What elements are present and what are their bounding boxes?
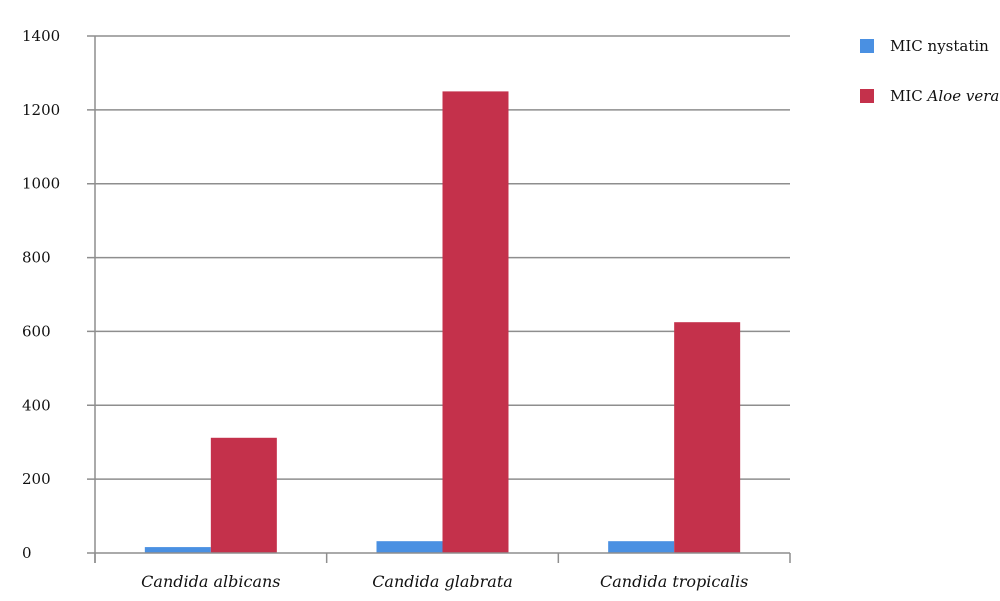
y-tick-label: 800 [22,249,51,267]
gridlines [87,35,790,480]
axes [87,36,791,563]
bars [144,91,741,554]
bar-mic-aloe-vera [210,437,277,553]
bar-mic-aloe-vera [442,91,509,554]
legend-label-nystatin-species: nystatin [927,37,989,55]
y-tick-label: 1400 [22,27,60,45]
legend-label-nystatin: MIC nystatin [890,37,989,55]
y-tick-label: 200 [22,470,51,488]
legend-label-nystatin-prefix: MIC [890,37,923,55]
x-category-label: Candida tropicalis [600,572,748,591]
legend-label-aloe-vera: MIC Aloe vera [890,87,999,105]
bar-mic-nystatin [376,541,443,553]
y-tick-label: 0 [22,544,32,562]
legend-item-nystatin: MIC nystatin [860,34,1000,58]
bar-mic-nystatin [144,547,211,553]
legend: MIC nystatin MIC Aloe vera [860,34,1000,134]
y-axis-tick-labels: 0 200 400 600 800 1000 1200 1400 [22,27,60,562]
y-tick-label: 600 [22,322,51,340]
y-tick-label: 400 [22,396,51,414]
x-axis-category-labels: Candida albicans Candida glabrata Candida … [141,572,748,591]
x-category-label: Candida albicans [141,572,280,591]
legend-label-aloe-vera-species: Aloe vera [927,87,1000,105]
legend-label-aloe-vera-prefix: MIC [890,87,923,105]
legend-item-aloe-vera: MIC Aloe vera [860,84,1000,108]
y-tick-label: 1000 [22,175,60,193]
bar-mic-aloe-vera [674,322,741,553]
legend-swatch-aloe-vera [860,89,874,103]
legend-swatch-nystatin [860,39,874,53]
bar-mic-nystatin [608,541,675,553]
y-tick-label: 1200 [22,101,60,119]
x-category-label: Candida glabrata [372,572,513,591]
